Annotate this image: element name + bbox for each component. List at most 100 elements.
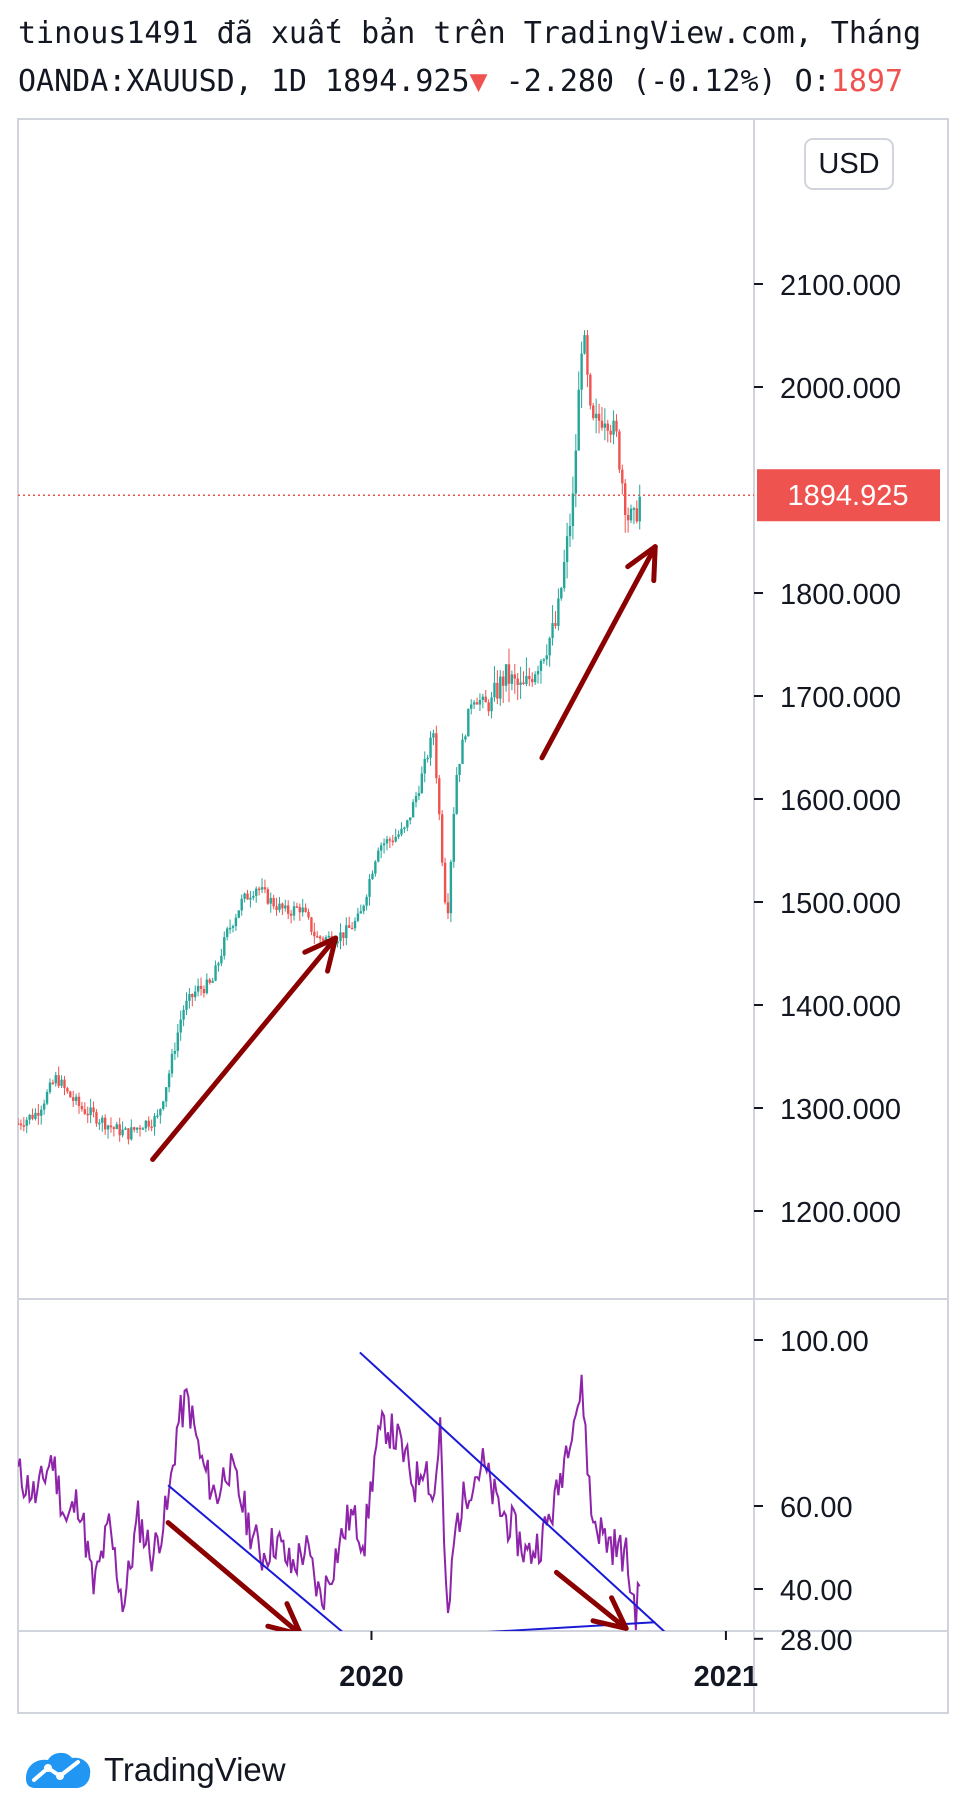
candle-body <box>609 430 612 435</box>
currency-button[interactable]: USD <box>804 138 894 190</box>
last-price: 1894.925 <box>325 64 470 99</box>
candle-body <box>435 733 438 779</box>
candle-body <box>464 736 467 740</box>
candle-body <box>612 420 615 435</box>
candle-body <box>182 1009 185 1020</box>
candle-body <box>45 1091 49 1104</box>
candle-body <box>156 1115 159 1117</box>
candle-body <box>478 699 482 705</box>
candle-body <box>420 773 424 794</box>
oscillator-pane[interactable] <box>18 1351 695 1659</box>
candle-body <box>388 839 392 841</box>
candle-body <box>409 817 412 821</box>
candle-body <box>162 1101 165 1109</box>
candle-body <box>115 1124 118 1130</box>
candle-body <box>106 1125 110 1130</box>
down-arrow-2020 <box>553 1569 629 1631</box>
candle-body <box>594 413 598 419</box>
candle-body <box>449 861 453 914</box>
candle-body <box>240 898 243 911</box>
candle-body <box>257 888 261 891</box>
candle-body <box>223 937 226 956</box>
candle-body <box>397 834 400 837</box>
candle-body <box>539 660 543 671</box>
candle-body <box>185 1000 188 1010</box>
candle-body <box>208 979 211 983</box>
candle-body <box>255 888 258 896</box>
candle-body <box>63 1079 66 1089</box>
candle-body <box>199 985 203 989</box>
candle-body <box>536 670 540 675</box>
price-pane[interactable] <box>17 329 754 1162</box>
candle-body <box>414 795 418 803</box>
candle-body <box>310 917 313 932</box>
candle-body <box>467 708 470 737</box>
candle-body <box>455 774 458 814</box>
tradingview-logo-icon <box>26 1752 91 1788</box>
price-tick-label: 1300.000 <box>780 1094 901 1126</box>
candle-body <box>571 493 575 527</box>
candle-body <box>101 1117 104 1123</box>
candle-body <box>368 879 371 897</box>
candle-body <box>458 763 461 775</box>
candle-body <box>624 483 627 516</box>
candle-body <box>327 935 331 938</box>
up-arrow-2020-head <box>625 544 658 584</box>
candle-body <box>411 802 415 818</box>
candle-body <box>269 898 272 904</box>
candle-body <box>586 335 589 375</box>
candle-body <box>57 1075 60 1086</box>
candle-body <box>112 1127 116 1130</box>
candle-body <box>103 1117 107 1130</box>
candle-body <box>95 1112 98 1124</box>
candle-body <box>130 1127 133 1140</box>
candle-body <box>342 932 345 939</box>
symbol-name: OANDA:XAUUSD, 1D <box>18 64 307 99</box>
candle-body <box>124 1128 127 1130</box>
chart-canvas[interactable]: 2100.000 2000.000 1800.000 1700.000 1600.000… <box>0 0 964 1740</box>
candle-body <box>438 778 441 815</box>
candle-body <box>72 1097 75 1101</box>
candle-body <box>350 927 354 930</box>
candle-body <box>42 1103 46 1110</box>
candle-body <box>321 938 325 941</box>
candle-body <box>417 793 421 796</box>
candle-body <box>225 928 229 938</box>
candle-body <box>501 676 505 686</box>
tradingview-brand[interactable]: TradingView <box>18 1745 286 1795</box>
candle-body <box>313 931 316 937</box>
candle-body <box>243 893 246 899</box>
resistance-line-1 <box>167 1484 343 1631</box>
candle-body <box>493 682 496 698</box>
candle-body <box>150 1126 153 1129</box>
candle-body <box>205 979 209 994</box>
candle-body <box>362 905 365 912</box>
candle-body <box>278 903 281 910</box>
candle-body <box>629 508 633 521</box>
candle-body <box>144 1120 148 1129</box>
candle-body <box>89 1107 92 1116</box>
candle-body <box>214 965 217 981</box>
candle-body <box>246 893 249 900</box>
candle-body <box>173 1050 177 1054</box>
candle-body <box>531 679 534 683</box>
time-tick-label: 2020 <box>339 1661 404 1693</box>
candle-body <box>551 623 554 639</box>
candle-body <box>34 1112 37 1119</box>
candle-body <box>60 1079 63 1086</box>
candle-body <box>304 907 307 912</box>
candle-body <box>80 1105 84 1110</box>
candle-body <box>481 696 485 700</box>
currency-label: USD <box>818 148 879 180</box>
price-change: -2.280 (-0.12%) <box>505 64 777 99</box>
candle-body <box>635 508 639 522</box>
candle-body <box>307 911 310 918</box>
candle-body <box>295 906 299 908</box>
candle-body <box>377 850 380 862</box>
candle-body <box>356 913 360 921</box>
candle-body <box>316 936 319 938</box>
candle-body <box>74 1096 78 1101</box>
candle-body <box>40 1109 43 1116</box>
candle-body <box>528 675 531 680</box>
candle-body <box>170 1053 174 1074</box>
